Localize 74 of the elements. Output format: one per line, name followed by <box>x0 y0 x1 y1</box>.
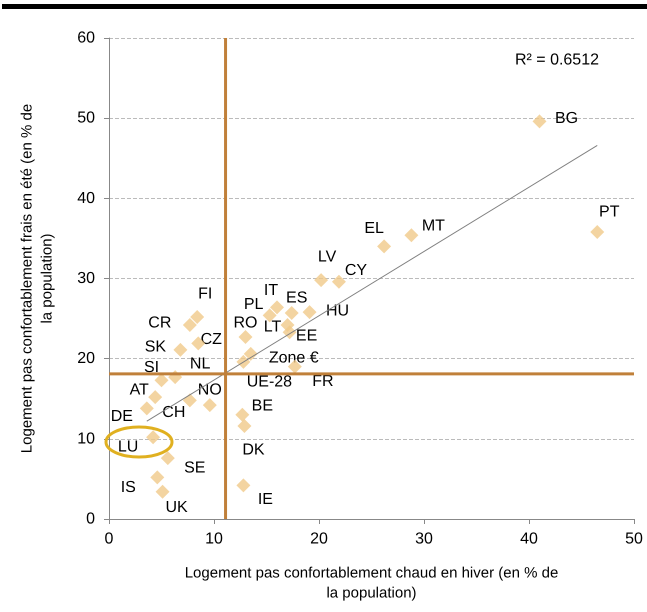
annotation: DK <box>242 442 265 459</box>
annotation: UE-28 <box>246 373 292 390</box>
y-tick-label: 10 <box>77 430 96 448</box>
point <box>302 305 317 320</box>
annotation: SK <box>144 338 166 356</box>
point <box>237 419 252 434</box>
point <box>150 470 164 484</box>
point <box>236 478 250 492</box>
annotation: BG <box>554 110 578 127</box>
point <box>404 228 418 242</box>
annotation: CH <box>162 404 186 421</box>
point <box>332 274 346 289</box>
x-tick-label: 10 <box>205 530 223 548</box>
annotation: CR <box>148 314 172 332</box>
annotation: IE <box>258 490 273 508</box>
annotation: SI <box>144 358 160 376</box>
annotation: PL <box>244 296 264 313</box>
annotation: FI <box>198 285 212 302</box>
point <box>146 430 160 444</box>
point <box>532 114 546 128</box>
point <box>173 342 188 357</box>
annotation: PT <box>599 204 620 221</box>
annotation: MT <box>422 218 446 235</box>
point <box>590 225 604 240</box>
annotation: DE <box>110 408 133 425</box>
point <box>202 398 217 412</box>
point <box>154 373 168 388</box>
annotation: FR <box>312 373 334 390</box>
annotation: CZ <box>200 330 222 348</box>
annotation: CY <box>344 262 368 280</box>
point <box>190 310 204 324</box>
x-tick-label: 30 <box>415 530 433 548</box>
annotation: SE <box>184 460 206 477</box>
annotation: LT <box>264 318 282 336</box>
y-tick-label: 40 <box>77 190 96 207</box>
point <box>148 390 162 404</box>
point <box>314 273 328 288</box>
annotation: UK <box>165 499 188 516</box>
point <box>377 239 392 254</box>
annotation: RO <box>234 314 258 332</box>
annotation: ES <box>286 289 308 306</box>
annotation: EL <box>364 220 384 237</box>
x-tick-label: 50 <box>625 530 643 548</box>
point <box>270 300 284 314</box>
annotation: IT <box>264 282 278 299</box>
annotation: IS <box>120 478 136 496</box>
annotation: R² = 0.6512 <box>514 52 600 68</box>
point <box>235 408 250 422</box>
y-tick-label: 50 <box>77 110 96 127</box>
y-tick-label: 60 <box>77 30 96 46</box>
point <box>182 393 197 408</box>
point <box>238 330 252 344</box>
annotation: BE <box>252 397 274 414</box>
y-tick-label: 0 <box>86 510 96 528</box>
annotation: NO <box>198 382 222 399</box>
point <box>160 451 175 466</box>
y-axis-title: Logement pas confortablement frais en été (en % de la population) <box>18 104 56 454</box>
annotation: LV <box>318 248 337 266</box>
annotation: NL <box>190 356 210 373</box>
x-axis-title: Logement pas confortablement chaud en hiver (en % de la population) <box>184 564 558 602</box>
x-tick-label: 0 <box>104 530 114 548</box>
y-tick-label: 20 <box>77 350 96 368</box>
x-tick-label: 40 <box>520 530 538 548</box>
point <box>182 318 197 332</box>
x-tick-label: 20 <box>310 530 328 548</box>
point <box>284 306 299 320</box>
point <box>156 484 170 499</box>
annotation: Zone € <box>268 349 319 366</box>
annotation: LU <box>118 438 138 456</box>
annotation: HU <box>326 302 350 320</box>
annotation: EE <box>296 328 318 345</box>
annotation: AT <box>130 382 150 399</box>
y-tick-label: 30 <box>77 270 96 287</box>
point <box>140 401 154 416</box>
